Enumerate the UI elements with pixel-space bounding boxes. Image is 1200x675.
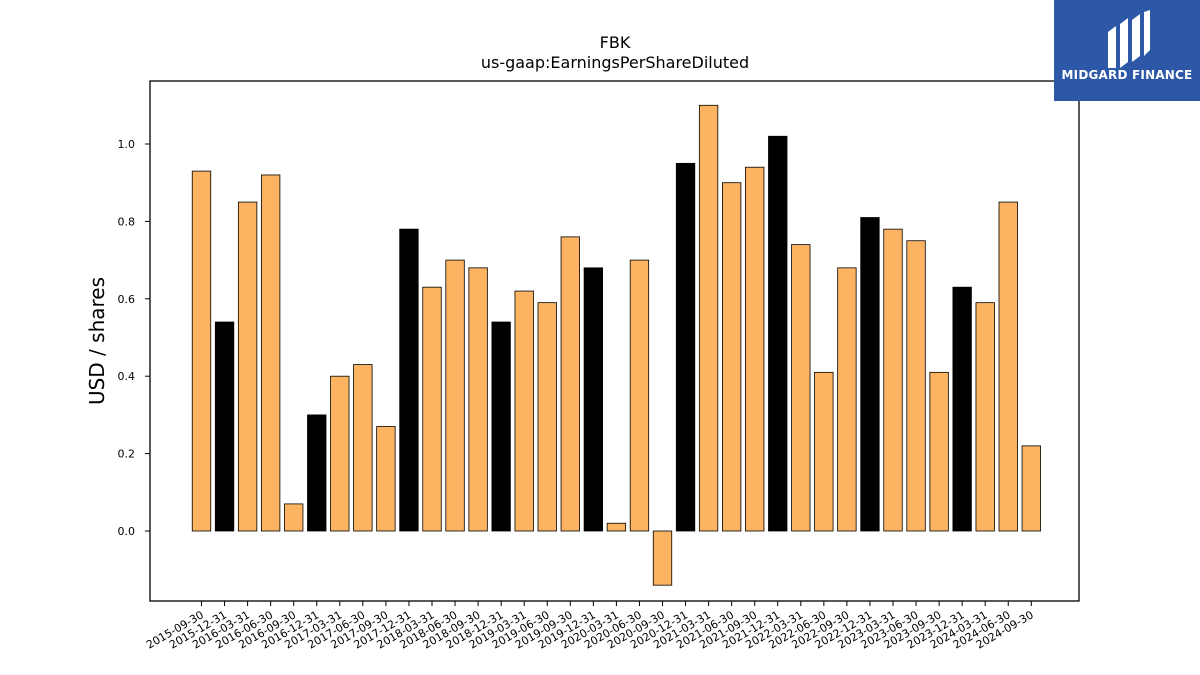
bar bbox=[975, 302, 995, 532]
bar bbox=[814, 371, 834, 532]
bar bbox=[883, 228, 903, 532]
bar bbox=[491, 321, 511, 532]
bar bbox=[722, 182, 742, 532]
midgard-logo-icon bbox=[1108, 10, 1150, 68]
y-tick-label: 0.8 bbox=[118, 215, 136, 228]
chart-subtitle: us-gaap:EarningsPerShareDiluted bbox=[481, 53, 749, 72]
bar bbox=[629, 259, 650, 532]
bar bbox=[237, 201, 258, 532]
plot-frame bbox=[149, 80, 1080, 602]
bar bbox=[675, 162, 696, 532]
bar bbox=[214, 321, 235, 532]
y-axis-label: USD / shares bbox=[85, 277, 109, 405]
bar bbox=[468, 267, 488, 532]
bar bbox=[560, 236, 580, 532]
bar bbox=[606, 522, 627, 532]
bar bbox=[652, 530, 673, 586]
y-tick-label: 0.6 bbox=[118, 293, 136, 306]
bar bbox=[698, 104, 719, 532]
bar bbox=[860, 217, 880, 532]
bar bbox=[376, 426, 396, 532]
y-axis-ticks: 0.0 0.2 0.4 0.6 0.8 1.0 bbox=[118, 138, 150, 538]
brand-name: MIDGARD FINANCE bbox=[1061, 68, 1193, 82]
bar bbox=[952, 286, 972, 532]
bar bbox=[307, 414, 327, 532]
bar bbox=[906, 240, 926, 532]
bar-group bbox=[191, 104, 1041, 586]
bar bbox=[330, 375, 350, 532]
bar bbox=[537, 302, 557, 532]
bar bbox=[422, 286, 442, 532]
bar bbox=[791, 244, 811, 532]
bar bbox=[929, 371, 949, 532]
bar bbox=[353, 364, 373, 532]
chart-title: FBK bbox=[600, 33, 631, 52]
bar bbox=[768, 135, 788, 532]
bar bbox=[399, 228, 419, 532]
x-axis-ticks: 2015-09-302015-12-312016-03-312016-06-30… bbox=[144, 601, 1036, 652]
y-tick-label: 0.2 bbox=[118, 448, 136, 461]
bar bbox=[837, 267, 857, 532]
y-tick-label: 0.0 bbox=[118, 525, 136, 538]
y-tick-label: 1.0 bbox=[118, 138, 136, 151]
bar bbox=[260, 174, 281, 532]
bar bbox=[191, 170, 212, 532]
bar bbox=[745, 166, 765, 532]
bar bbox=[445, 259, 465, 532]
y-tick-label: 0.4 bbox=[118, 370, 136, 383]
bar bbox=[284, 503, 304, 532]
bar bbox=[1021, 445, 1041, 532]
bar bbox=[514, 290, 534, 532]
bar bbox=[998, 201, 1018, 532]
bar bbox=[583, 267, 603, 532]
